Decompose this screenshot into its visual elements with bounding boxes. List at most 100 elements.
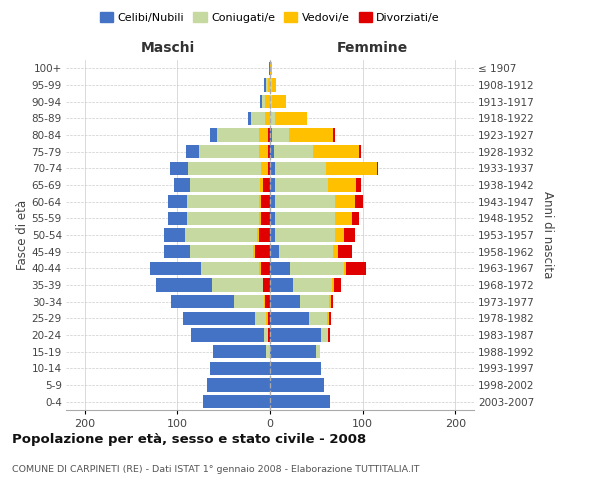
Bar — [263, 328, 268, 342]
Bar — [313, 145, 359, 158]
Bar — [331, 295, 333, 308]
Bar — [188, 162, 261, 175]
Bar — [265, 78, 266, 92]
Bar — [270, 162, 275, 175]
Bar — [335, 212, 352, 225]
Bar — [352, 212, 359, 225]
Bar — [199, 145, 259, 158]
Bar — [338, 245, 352, 258]
Bar — [270, 295, 299, 308]
Bar — [275, 212, 335, 225]
Bar — [168, 212, 187, 225]
Bar — [262, 95, 265, 108]
Bar — [190, 178, 260, 192]
Text: Femmine: Femmine — [337, 41, 407, 55]
Bar — [270, 112, 275, 125]
Bar — [191, 328, 263, 342]
Bar — [279, 245, 333, 258]
Bar — [377, 162, 379, 175]
Bar — [251, 112, 265, 125]
Bar — [275, 112, 307, 125]
Bar — [274, 145, 313, 158]
Bar — [187, 195, 259, 208]
Bar — [335, 228, 344, 241]
Bar — [261, 195, 270, 208]
Bar — [185, 145, 199, 158]
Bar — [257, 228, 259, 241]
Bar — [265, 95, 270, 108]
Bar — [261, 212, 270, 225]
Bar — [270, 212, 275, 225]
Bar — [268, 128, 270, 141]
Bar — [275, 162, 326, 175]
Bar — [263, 178, 270, 192]
Bar — [272, 128, 289, 141]
Bar — [270, 362, 321, 375]
Bar — [212, 278, 263, 291]
Bar — [290, 262, 344, 275]
Bar — [173, 178, 190, 192]
Bar — [259, 212, 261, 225]
Bar — [253, 245, 255, 258]
Bar — [266, 345, 270, 358]
Text: Maschi: Maschi — [141, 41, 195, 55]
Bar — [270, 378, 324, 392]
Bar — [210, 128, 217, 141]
Bar — [190, 245, 253, 258]
Bar — [259, 262, 261, 275]
Bar — [328, 312, 329, 325]
Bar — [270, 95, 272, 108]
Bar — [207, 378, 270, 392]
Bar — [333, 245, 338, 258]
Bar — [275, 228, 335, 241]
Bar — [299, 295, 329, 308]
Bar — [270, 345, 316, 358]
Bar — [255, 312, 266, 325]
Y-axis label: Anni di nascita: Anni di nascita — [541, 192, 554, 278]
Bar — [266, 312, 268, 325]
Bar — [259, 128, 268, 141]
Bar — [202, 262, 259, 275]
Bar — [346, 262, 367, 275]
Bar — [293, 278, 332, 291]
Bar — [270, 328, 321, 342]
Bar — [272, 78, 275, 92]
Bar — [270, 278, 293, 291]
Bar — [316, 345, 320, 358]
Bar — [344, 228, 355, 241]
Legend: Celibi/Nubili, Coniugati/e, Vedovi/e, Divorziati/e: Celibi/Nubili, Coniugati/e, Vedovi/e, Di… — [95, 8, 445, 28]
Bar — [164, 228, 185, 241]
Bar — [270, 145, 274, 158]
Bar — [356, 178, 361, 192]
Text: COMUNE DI CARPINETI (RE) - Dati ISTAT 1° gennaio 2008 - Elaborazione TUTTITALIA.: COMUNE DI CARPINETI (RE) - Dati ISTAT 1°… — [12, 465, 419, 474]
Bar — [183, 312, 255, 325]
Bar — [255, 245, 270, 258]
Bar — [156, 278, 212, 291]
Bar — [212, 345, 266, 358]
Bar — [270, 245, 279, 258]
Bar — [270, 78, 272, 92]
Bar — [234, 295, 263, 308]
Bar — [266, 78, 268, 92]
Bar — [270, 128, 272, 141]
Text: Popolazione per età, sesso e stato civile - 2008: Popolazione per età, sesso e stato civil… — [12, 432, 366, 446]
Bar — [321, 328, 328, 342]
Bar — [268, 145, 270, 158]
Bar — [170, 162, 188, 175]
Bar — [309, 312, 328, 325]
Bar — [332, 278, 334, 291]
Bar — [289, 128, 333, 141]
Bar — [329, 312, 331, 325]
Bar — [185, 228, 257, 241]
Bar — [270, 178, 275, 192]
Bar — [275, 178, 328, 192]
Bar — [270, 62, 272, 75]
Bar — [329, 295, 331, 308]
Bar — [335, 195, 355, 208]
Bar — [269, 62, 270, 75]
Bar — [270, 195, 275, 208]
Bar — [270, 312, 309, 325]
Bar — [333, 128, 335, 141]
Bar — [263, 278, 270, 291]
Bar — [270, 395, 330, 408]
